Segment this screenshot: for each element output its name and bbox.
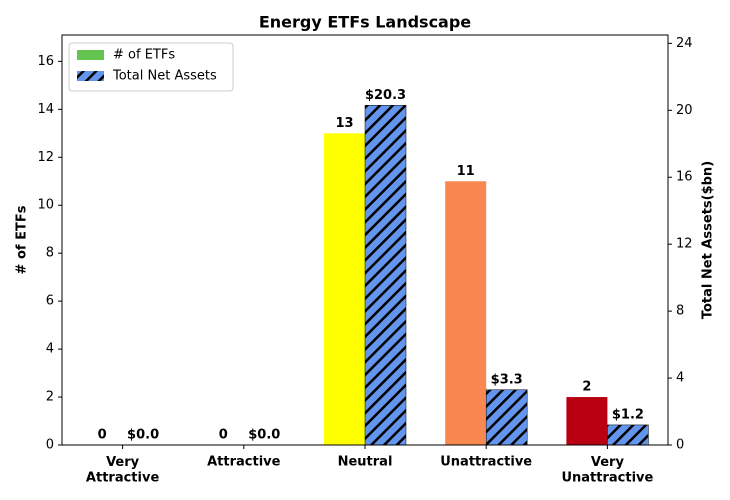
y2-axis-label: Total Net Assets($bn): [701, 161, 716, 319]
x-tick-label: Attractive: [207, 455, 281, 470]
legend-swatch: [77, 71, 104, 81]
plot-frame: [61, 34, 669, 446]
data-label: 2: [582, 380, 591, 395]
bar: [364, 105, 407, 446]
data-label: $0.0: [127, 428, 159, 443]
y-tick-label: 16: [37, 54, 54, 69]
data-label: $0.0: [248, 428, 280, 443]
x-tick-label: Very Attractive: [86, 455, 160, 486]
chart-title: Energy ETFs Landscape: [259, 13, 471, 32]
data-label: 13: [335, 116, 353, 131]
data-label: $1.2: [612, 407, 644, 422]
y-tick-label: 14: [37, 102, 54, 117]
y-tick-label: 2: [46, 390, 54, 405]
legend-box: [68, 42, 234, 92]
y2-tick-label: 20: [676, 103, 693, 118]
y-axis-label: # of ETFs: [15, 205, 30, 274]
y-tick-label: 0: [46, 438, 54, 453]
legend-label: # of ETFs: [113, 48, 175, 63]
bar: [445, 181, 487, 445]
bar: [324, 133, 365, 446]
bar: [566, 397, 608, 445]
legend-swatch: [77, 50, 104, 60]
bar: [485, 389, 528, 446]
y2-tick-label: 12: [676, 237, 693, 252]
x-tick-label: Neutral: [338, 455, 393, 470]
y2-tick-label: 8: [676, 304, 684, 319]
data-label: 11: [457, 164, 475, 179]
y2-tick-label: 24: [676, 36, 693, 51]
y2-tick-label: 4: [676, 371, 684, 386]
data-label: 0: [98, 428, 107, 443]
y2-tick-label: 16: [676, 170, 693, 185]
y-tick-label: 4: [46, 342, 54, 357]
y2-tick-label: 0: [676, 438, 684, 453]
x-tick-label: Unattractive: [440, 455, 532, 470]
data-label: $20.3: [365, 88, 406, 103]
y-tick-label: 6: [46, 294, 54, 309]
data-label: $3.3: [491, 372, 523, 387]
legend-label: Total Net Assets: [112, 69, 217, 84]
y-tick-label: 12: [37, 150, 54, 165]
y-tick-label: 8: [46, 246, 54, 261]
y-tick-label: 10: [37, 198, 54, 213]
x-tick-label: Very Unattractive: [561, 455, 653, 486]
bar: [607, 424, 649, 446]
data-label: 0: [219, 428, 228, 443]
